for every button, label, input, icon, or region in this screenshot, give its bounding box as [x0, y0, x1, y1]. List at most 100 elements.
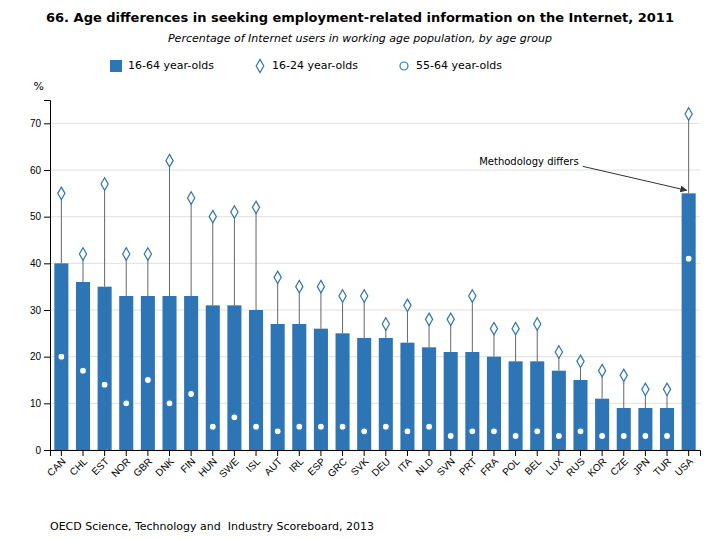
y-tick: 50: [30, 211, 50, 222]
bar: [357, 338, 371, 450]
x-tick-label: GRC: [325, 456, 349, 480]
connector: [191, 198, 192, 296]
y-tick: 0: [35, 445, 50, 456]
circle-point: [404, 428, 411, 435]
diamond-point: [166, 154, 173, 166]
circle-point: [512, 433, 519, 440]
y-tick-label: 50: [30, 211, 42, 222]
y-axis-line: [44, 101, 51, 451]
x-tick: SWE: [217, 450, 241, 480]
x-tick-mark: [277, 450, 278, 456]
y-tick-label: 10: [30, 398, 42, 409]
x-tick-mark: [429, 450, 430, 456]
circle-point: [361, 428, 368, 435]
bar: [314, 329, 328, 450]
diamond-point: [663, 383, 670, 395]
circle-point: [664, 433, 671, 440]
bar: [660, 408, 674, 450]
y-axis: 010203040506070: [30, 101, 51, 456]
x-tick: DNK: [153, 450, 176, 478]
x-tick-mark: [212, 450, 213, 456]
x-tick-mark: [147, 450, 148, 456]
circle-point: [685, 255, 692, 262]
x-tick-label: POL: [500, 455, 522, 477]
grid-line: [50, 216, 700, 217]
x-tick: LUX: [544, 450, 566, 477]
y-tick-mark: [44, 123, 50, 124]
x-tick-label: CAN: [45, 456, 68, 479]
diamond-point: [534, 318, 541, 330]
x-tick-mark: [299, 450, 300, 456]
grid-line: [50, 123, 700, 124]
x-tick-mark: [472, 450, 473, 456]
x-tick: KOR: [585, 450, 608, 479]
x-tick-label: ESP: [305, 455, 327, 477]
x-tick-mark: [104, 450, 105, 456]
x-tick: CAN: [45, 450, 68, 478]
x-tick: FRA: [478, 450, 500, 478]
x-tick-mark: [82, 450, 83, 456]
circle-point: [123, 400, 130, 407]
chart: 66. Age differences in seeking employmen…: [0, 0, 720, 540]
legend-swatch: [400, 62, 408, 70]
diamond-point: [231, 206, 238, 218]
x-tick-mark: [450, 450, 451, 456]
x-tick-mark: [688, 450, 689, 456]
x-tick-label: EST: [89, 456, 111, 478]
x-tick-label: PRT: [457, 456, 479, 478]
y-tick-mark: [44, 357, 50, 358]
bar: [271, 324, 285, 450]
x-tick: DEU: [369, 450, 392, 478]
circle-point: [274, 428, 281, 435]
circle-point: [144, 377, 151, 384]
points-diamond: [58, 108, 692, 396]
legend-item: 55-64 year-olds: [400, 59, 502, 72]
bar: [509, 361, 523, 450]
x-tick-label: ITA: [396, 455, 414, 473]
x-tick-mark: [256, 450, 257, 456]
y-axis-title: %: [34, 80, 44, 93]
circle-point: [253, 423, 260, 430]
x-axis: CANCHLESTNORGBRDNKFINHUNSWEISLAUTIRLESPG…: [45, 450, 700, 480]
bar: [487, 357, 501, 450]
x-tick: BEL: [522, 450, 543, 477]
bar: [249, 310, 263, 450]
diamond-point: [404, 299, 411, 311]
legend-swatch: [256, 59, 264, 72]
circle-point: [166, 400, 173, 407]
y-tick: 10: [30, 398, 50, 409]
legend: 16-64 year-olds16-24 year-olds55-64 year…: [110, 59, 502, 73]
y-tick-label: 40: [30, 258, 42, 269]
y-tick-label: 20: [30, 351, 42, 362]
legend-label: 16-64 year-olds: [128, 59, 214, 72]
x-tick-mark: [385, 450, 386, 456]
x-tick-mark: [558, 450, 559, 456]
x-tick-mark: [169, 450, 170, 456]
x-tick: JPN: [631, 450, 652, 477]
x-tick: NLD: [414, 450, 436, 478]
x-tick: ESP: [305, 450, 327, 478]
y-tick: 40: [30, 258, 50, 269]
diamond-point: [512, 322, 519, 334]
connectors: [61, 114, 688, 408]
diamond-point: [79, 248, 86, 260]
x-tick-label: JPN: [631, 456, 652, 477]
diamond-point: [144, 248, 151, 260]
x-tick-label: CHL: [67, 455, 89, 477]
diamond-point: [685, 108, 692, 120]
y-tick: 30: [30, 305, 50, 316]
x-tick-mark: [602, 450, 603, 456]
x-tick-mark: [580, 450, 581, 456]
y-tick-label: 60: [30, 165, 42, 176]
x-tick: IRL: [287, 450, 306, 474]
x-tick-label: DNK: [153, 455, 176, 478]
bar: [119, 296, 133, 450]
bar: [444, 352, 458, 450]
title: 66. Age differences in seeking employmen…: [46, 10, 674, 25]
circle-point: [620, 433, 627, 440]
diamond-point: [274, 271, 281, 283]
annotation: Methodology differs: [479, 156, 578, 167]
diamond-point: [555, 346, 562, 358]
diamond-point: [642, 383, 649, 395]
bar: [573, 380, 587, 450]
